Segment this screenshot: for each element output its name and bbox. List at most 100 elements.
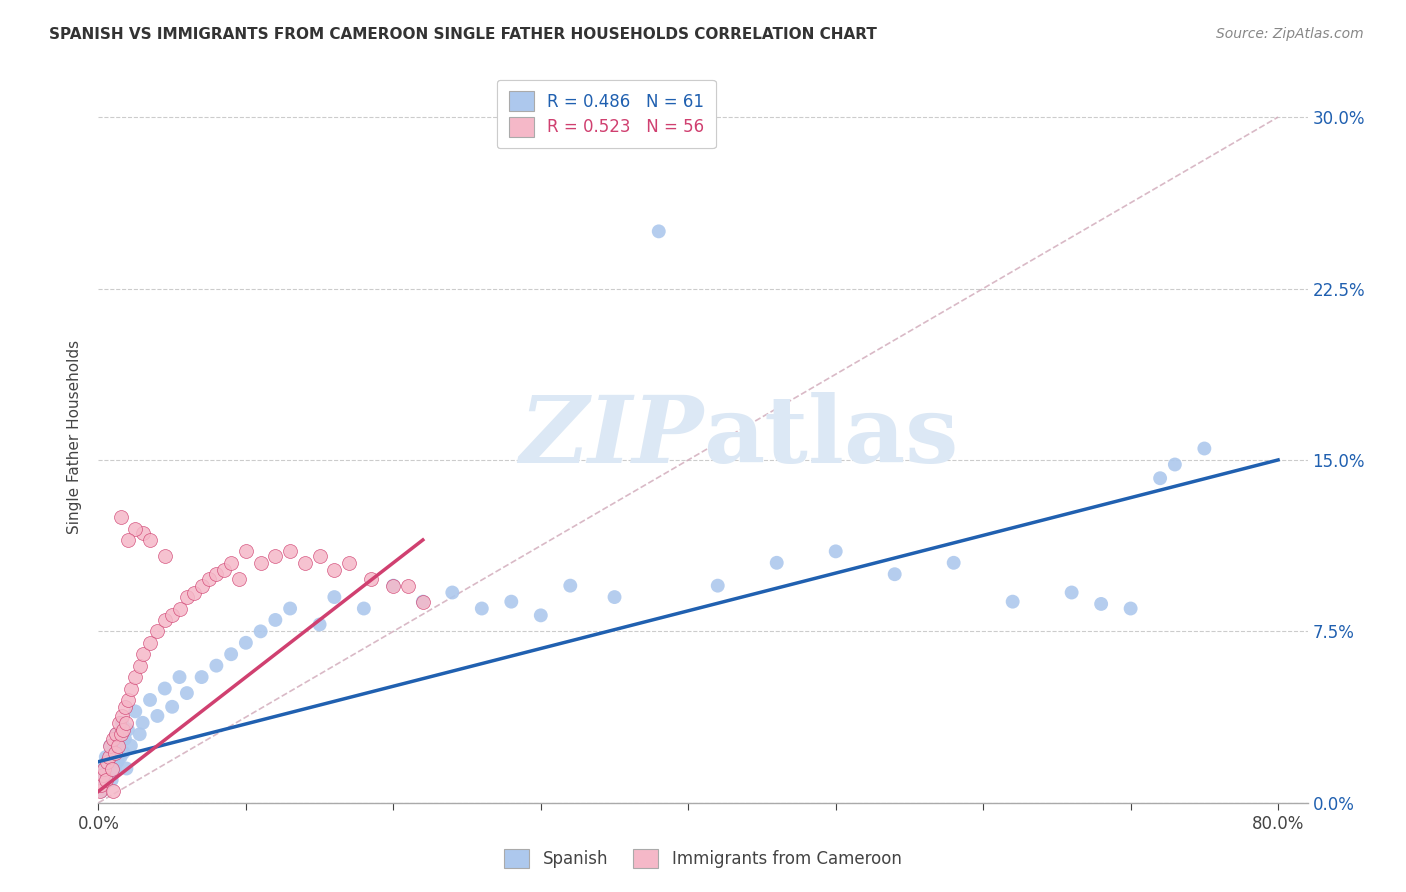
Point [117,533,139,547]
Point [110,510,132,524]
Point [107,755,129,769]
Point [107,739,129,753]
Point [360,572,382,586]
Point [89,772,111,787]
Point [249,624,271,639]
Point [128,727,150,741]
Point [120,739,142,753]
Point [91,768,114,782]
Point [264,613,287,627]
Point [91,762,114,776]
Point [1119,601,1142,615]
Point [308,617,330,632]
Point [249,556,271,570]
Point [190,670,212,684]
Point [412,595,434,609]
Point [294,556,316,570]
Point [278,601,301,615]
Point [146,709,169,723]
Point [105,727,128,741]
Point [104,746,127,760]
Point [1060,585,1083,599]
Point [1164,458,1187,472]
Point [112,723,135,737]
Point [205,567,228,582]
Point [176,590,198,604]
Point [212,563,235,577]
Point [169,670,191,684]
Point [111,715,134,730]
Legend: Spanish, Immigrants from Cameroon: Spanish, Immigrants from Cameroon [498,842,908,875]
Point [90,778,112,792]
Point [124,670,146,684]
Point [1001,595,1024,609]
Point [183,585,205,599]
Point [153,681,176,696]
Point [471,601,494,615]
Point [117,723,139,737]
Point [117,693,139,707]
Point [114,699,136,714]
Point [131,715,153,730]
Point [93,762,115,776]
Point [124,705,146,719]
Point [90,784,112,798]
Point [942,556,965,570]
Point [139,636,162,650]
Point [104,762,127,776]
Point [120,681,142,696]
Point [603,590,626,604]
Point [412,595,434,609]
Point [153,549,176,563]
Point [108,715,131,730]
Y-axis label: Single Father Households: Single Father Households [67,340,83,534]
Point [190,579,212,593]
Point [308,549,330,563]
Point [100,762,122,776]
Point [98,739,121,753]
Point [97,755,120,769]
Point [765,556,787,570]
Point [323,563,346,577]
Point [115,715,138,730]
Point [101,746,124,760]
Point [124,521,146,535]
Point [1149,471,1171,485]
Point [235,636,257,650]
Point [382,579,405,593]
Point [824,544,846,558]
Point [648,224,671,238]
Point [160,699,183,714]
Point [501,595,523,609]
Point [96,755,118,769]
Point [100,772,122,787]
Point [264,549,287,563]
Point [101,784,124,798]
Point [353,601,375,615]
Point [219,556,242,570]
Text: atlas: atlas [703,392,959,482]
Point [139,533,162,547]
Point [94,750,117,764]
Point [530,608,553,623]
Point [153,613,176,627]
Point [382,579,405,593]
Point [110,727,132,741]
Point [112,746,135,760]
Point [110,750,132,764]
Point [108,739,131,753]
Point [131,526,153,541]
Point [114,731,136,746]
Point [98,739,121,753]
Point [131,647,153,661]
Point [228,572,250,586]
Point [560,579,582,593]
Point [337,556,360,570]
Point [97,750,120,764]
Point [441,585,464,599]
Legend: R = 0.486   N = 61, R = 0.523   N = 56: R = 0.486 N = 61, R = 0.523 N = 56 [496,79,716,148]
Point [146,624,169,639]
Text: SPANISH VS IMMIGRANTS FROM CAMEROON SINGLE FATHER HOUSEHOLDS CORRELATION CHART: SPANISH VS IMMIGRANTS FROM CAMEROON SING… [49,27,877,42]
Point [706,579,728,593]
Point [323,590,346,604]
